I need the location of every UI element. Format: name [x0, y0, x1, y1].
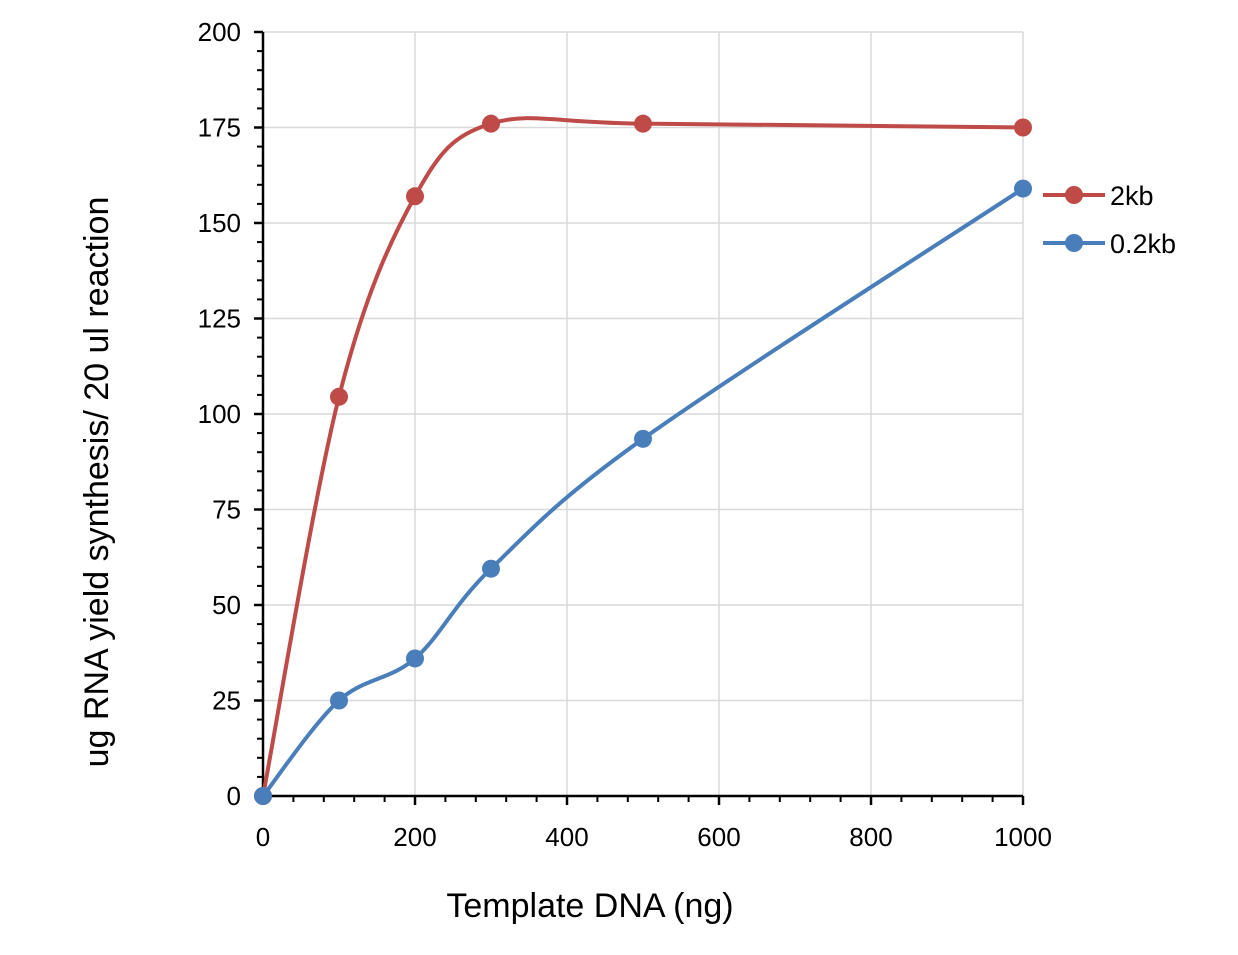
data-point-0.2kb	[634, 429, 652, 448]
y-tick-label: 0	[227, 781, 241, 811]
x-tick-label: 0	[256, 822, 270, 852]
data-point-0.2kb	[482, 559, 500, 578]
data-point-0.2kb	[406, 649, 424, 668]
y-tick-label: 100	[198, 399, 241, 429]
legend-label: 2kb	[1110, 181, 1154, 211]
tick-labels: 0 25 50 75 100 125 150 175 200 0 200 400 600 800 1000	[198, 17, 1052, 852]
x-tick-label: 400	[545, 822, 588, 852]
y-tick-label: 75	[212, 495, 241, 525]
y-tick-label: 50	[212, 590, 241, 620]
legend: 2kb 0.2kb	[1043, 181, 1176, 259]
x-tick-label: 600	[697, 822, 740, 852]
y-axis-title: ug RNA yield synthesis/ 20 ul reaction	[78, 197, 116, 768]
data-point-2kb	[634, 114, 652, 133]
data-point-0.2kb	[1014, 179, 1032, 198]
x-axis-title: Template DNA (ng)	[446, 887, 733, 925]
data-point-2kb	[406, 187, 424, 206]
x-tick-label: 200	[393, 822, 436, 852]
legend-label: 0.2kb	[1110, 229, 1176, 259]
y-tick-label: 25	[212, 686, 241, 716]
series-group	[254, 114, 1032, 805]
y-tick-label: 200	[198, 17, 241, 47]
y-tick-label: 150	[198, 208, 241, 238]
y-tick-label: 125	[198, 304, 241, 334]
gridlines	[263, 31, 1024, 796]
data-point-2kb	[482, 114, 500, 133]
data-point-2kb	[330, 387, 348, 406]
y-tick-label: 175	[198, 113, 241, 143]
data-point-2kb	[1014, 118, 1032, 137]
data-point-0.2kb	[330, 691, 348, 710]
x-tick-label: 800	[849, 822, 892, 852]
axes	[254, 30, 1025, 805]
series-line-2kb	[261, 116, 1024, 797]
x-tick-label: 1000	[994, 822, 1052, 852]
legend-marker-0.2kb	[1065, 234, 1083, 252]
data-point-0.2kb	[254, 787, 272, 805]
legend-marker-2kb	[1065, 186, 1083, 204]
